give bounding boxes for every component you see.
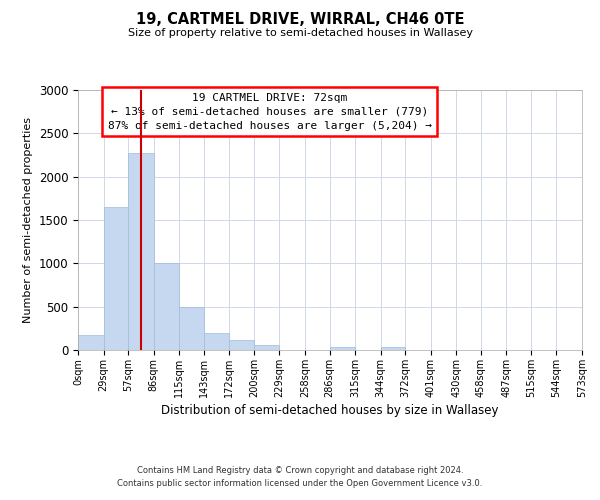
Text: 19 CARTMEL DRIVE: 72sqm
← 13% of semi-detached houses are smaller (779)
87% of s: 19 CARTMEL DRIVE: 72sqm ← 13% of semi-de… (107, 92, 431, 130)
Y-axis label: Number of semi-detached properties: Number of semi-detached properties (23, 117, 33, 323)
Bar (104, 207, 128, 350)
Bar (154, 264, 179, 350)
Bar (329, 348, 355, 350)
Bar (254, 345, 280, 350)
X-axis label: Distribution of semi-detached houses by size in Wallasey: Distribution of semi-detached houses by … (161, 404, 499, 417)
Bar (229, 340, 254, 350)
Text: Size of property relative to semi-detached houses in Wallasey: Size of property relative to semi-detach… (128, 28, 473, 38)
Bar (179, 306, 204, 350)
Bar (78, 335, 104, 350)
Bar (204, 332, 229, 350)
Text: Contains HM Land Registry data © Crown copyright and database right 2024.
Contai: Contains HM Land Registry data © Crown c… (118, 466, 482, 487)
Bar (128, 153, 154, 350)
Bar (380, 347, 405, 350)
Text: 19, CARTMEL DRIVE, WIRRAL, CH46 0TE: 19, CARTMEL DRIVE, WIRRAL, CH46 0TE (136, 12, 464, 28)
